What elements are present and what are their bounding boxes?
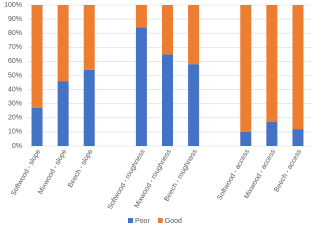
bar-segment — [240, 131, 252, 146]
bar-segment — [31, 5, 43, 108]
bar-segment — [57, 5, 69, 82]
bar-segment — [266, 122, 278, 146]
y-tick-label: 10% — [8, 129, 22, 136]
y-tick-label: 60% — [8, 58, 22, 65]
y-tick-label: 50% — [8, 72, 22, 79]
bar-segment — [266, 5, 278, 123]
bar-segment — [162, 54, 173, 146]
bar-segment — [292, 129, 304, 146]
y-tick-label: 40% — [8, 86, 22, 93]
y-tick-label: 90% — [8, 16, 22, 23]
bar-segment — [135, 5, 147, 28]
bar-segment — [188, 5, 200, 65]
bar-segment — [83, 69, 95, 146]
y-tick-label: 0% — [12, 143, 22, 150]
legend-swatch — [128, 218, 133, 223]
legend-label: Poor — [135, 218, 150, 225]
bar-segment — [240, 5, 252, 132]
bar-segment — [135, 27, 147, 147]
y-tick-label: 20% — [8, 115, 22, 122]
legend-swatch — [157, 218, 163, 223]
y-tick-label: 30% — [8, 101, 22, 108]
bar-segment — [57, 81, 69, 146]
y-tick-label: 70% — [8, 44, 22, 51]
bar-segment — [188, 64, 200, 146]
bar-segment — [31, 107, 43, 146]
bar-segment — [292, 5, 304, 130]
x-tick-label: Beech - access — [273, 148, 303, 193]
chart: 0%10%20%30%40%50%60%70%80%90%100%Softwoo… — [4, 2, 311, 225]
bar-segment — [162, 5, 173, 55]
y-tick-label: 100% — [4, 2, 22, 9]
x-tick-label: Beech - slope — [67, 148, 95, 189]
bar-segment — [83, 5, 95, 70]
legend-label: Good — [165, 218, 182, 225]
y-tick-label: 80% — [8, 30, 22, 37]
x-tick-label: Mixwood - slope — [37, 148, 68, 195]
